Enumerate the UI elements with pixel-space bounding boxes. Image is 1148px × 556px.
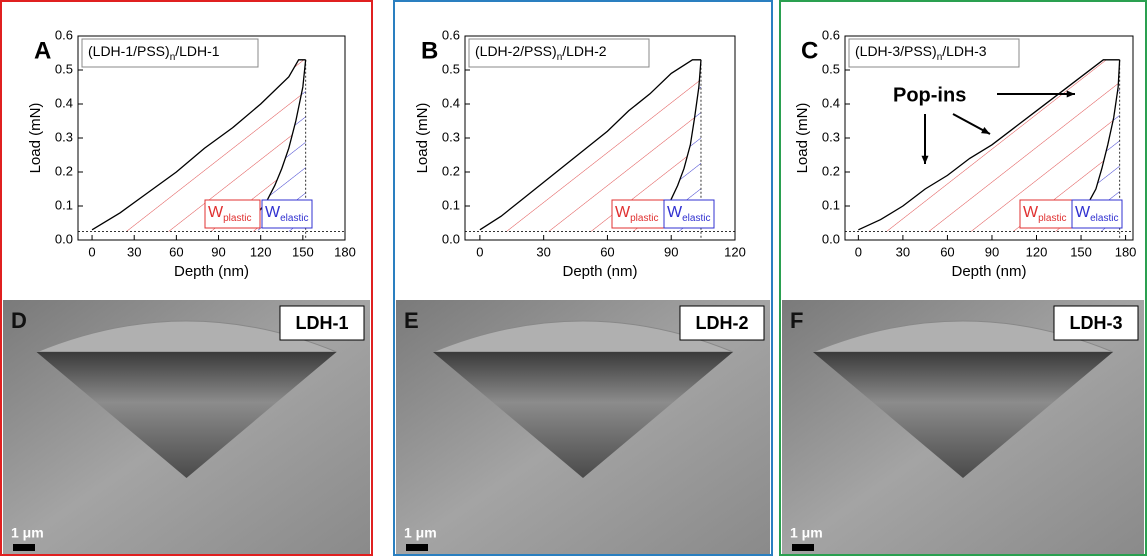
title-part: (LDH-1/PSS): [88, 43, 170, 59]
y-tick-label: 0.4: [822, 95, 840, 110]
scale-label: 1 μm: [790, 525, 823, 541]
x-tick-label: 0: [88, 244, 95, 259]
image-letter: F: [790, 308, 803, 333]
callout: Pop-ins: [893, 84, 966, 106]
y-tick-label: 0.0: [442, 231, 460, 246]
panel-letter: C: [801, 37, 818, 64]
y-tick-label: 0.3: [822, 129, 840, 144]
y-tick-label: 0.6: [822, 27, 840, 42]
x-tick-label: 30: [536, 244, 550, 259]
x-tick-label: 90: [985, 244, 999, 259]
scale-label: 1 μm: [11, 525, 44, 541]
x-tick-label: 120: [1026, 244, 1048, 259]
sem-image: F LDH-3 1 μm: [782, 300, 1144, 554]
annotation-main: W: [1023, 204, 1039, 221]
annotation-main: W: [1075, 204, 1091, 221]
title-part: (LDH-2/PSS): [475, 43, 557, 59]
chart: 0 30 60 90 120 0.0 0.1 0.2 0.3 0.4 0.5 0.6 Depth (nm…: [414, 27, 746, 280]
image-label: LDH-2: [696, 313, 749, 333]
annotation-sub: plastic: [1038, 213, 1066, 224]
x-tick-label: 0: [476, 244, 483, 259]
panel-letter: A: [34, 37, 51, 64]
sem-image: D LDH-1 1 μm: [3, 300, 370, 554]
image-label: LDH-1: [296, 313, 349, 333]
chart: 0 30 60 90 120 150 180 0.0 0.1 0.2 0.3 0.4 0.5 0.6 Dep…: [794, 27, 1136, 280]
x-tick-label: 90: [664, 244, 678, 259]
image-letter: D: [11, 308, 27, 333]
y-tick-label: 0.5: [442, 61, 460, 76]
y-tick-label: 0.6: [55, 27, 73, 42]
x-tick-label: 150: [1070, 244, 1092, 259]
arrow-head: [921, 156, 928, 164]
y-axis-label: Load (mN): [794, 103, 811, 174]
annotation-sub: elastic: [1090, 213, 1118, 224]
y-tick-label: 0.2: [442, 163, 460, 178]
annotation-main: W: [615, 204, 631, 221]
y-tick-label: 0.5: [55, 61, 73, 76]
annotation-sub: plastic: [223, 213, 251, 224]
title-part: /LDH-3: [942, 43, 987, 59]
figure: 0 30 60 90 120 150 180 0.0 0.1 0.2 0.3 0.4 0.5 0.6 Dep…: [0, 0, 1148, 556]
x-axis-label: Depth (nm): [562, 263, 637, 280]
annotation-main: W: [265, 204, 281, 221]
x-tick-label: 60: [600, 244, 614, 259]
x-tick-label: 60: [169, 244, 183, 259]
x-tick-label: 30: [896, 244, 910, 259]
annotation-sub: plastic: [630, 213, 658, 224]
x-tick-label: 30: [127, 244, 141, 259]
annotation-main: W: [208, 204, 224, 221]
y-tick-label: 0.1: [55, 197, 73, 212]
x-tick-label: 150: [292, 244, 314, 259]
image-label: LDH-3: [1070, 313, 1123, 333]
y-tick-label: 0.6: [442, 27, 460, 42]
y-tick-label: 0.2: [55, 163, 73, 178]
y-tick-label: 0.5: [822, 61, 840, 76]
y-tick-label: 0.2: [822, 163, 840, 178]
x-axis-label: Depth (nm): [174, 263, 249, 280]
y-tick-label: 0.1: [822, 197, 840, 212]
scale-label: 1 μm: [404, 525, 437, 541]
y-tick-label: 0.3: [55, 129, 73, 144]
x-axis-label: Depth (nm): [951, 263, 1026, 280]
y-tick-label: 0.1: [442, 197, 460, 212]
y-axis-label: Load (mN): [414, 103, 431, 174]
x-tick-label: 60: [940, 244, 954, 259]
sem-image: E LDH-2 1 μm: [396, 300, 770, 554]
y-tick-label: 0.0: [822, 231, 840, 246]
chart: 0 30 60 90 120 150 180 0.0 0.1 0.2 0.3 0.4 0.5 0.6 Dep…: [27, 27, 356, 280]
y-tick-label: 0.0: [55, 231, 73, 246]
y-axis-label: Load (mN): [27, 103, 44, 174]
x-tick-label: 120: [724, 244, 746, 259]
annotation-main: W: [667, 204, 683, 221]
y-tick-label: 0.4: [442, 95, 460, 110]
title-part: (LDH-3/PSS): [855, 43, 937, 59]
title-part: /LDH-2: [562, 43, 607, 59]
y-tick-label: 0.3: [442, 129, 460, 144]
scale-bar: [792, 544, 814, 551]
scale-bar: [13, 544, 35, 551]
title-part: /LDH-1: [175, 43, 220, 59]
panel-letter: B: [421, 37, 438, 64]
x-tick-label: 120: [250, 244, 272, 259]
image-letter: E: [404, 308, 419, 333]
x-tick-label: 0: [855, 244, 862, 259]
y-tick-label: 0.4: [55, 95, 73, 110]
scale-bar: [406, 544, 428, 551]
x-tick-label: 180: [334, 244, 356, 259]
x-tick-label: 180: [1115, 244, 1137, 259]
x-tick-label: 90: [211, 244, 225, 259]
annotation-sub: elastic: [280, 213, 308, 224]
annotation-sub: elastic: [682, 213, 710, 224]
